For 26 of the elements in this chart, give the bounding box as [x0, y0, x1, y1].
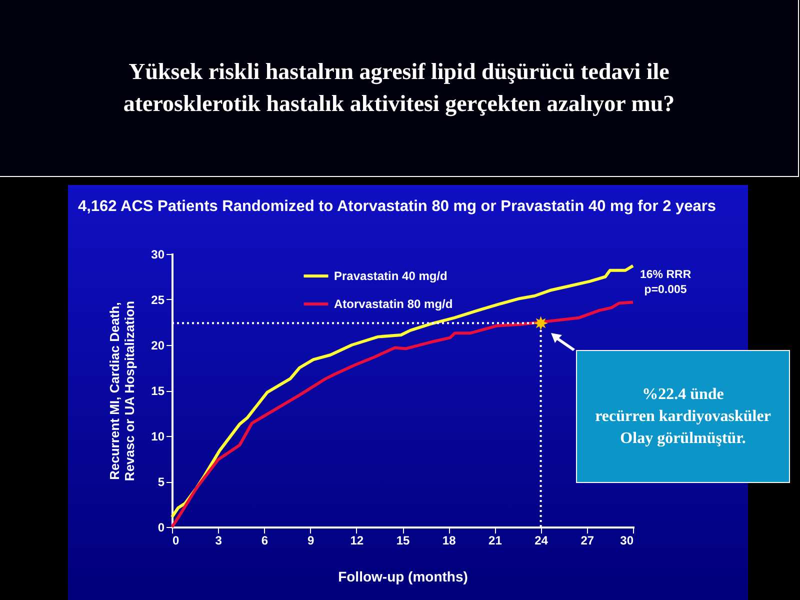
x-tick-label: 3 — [215, 534, 222, 548]
y-tick-label: 10 — [151, 430, 165, 444]
chart-subtitle: 4,162 ACS Patients Randomized to Atorvastatin 80 mg or Pravastatin 40 mg for 2 years — [78, 198, 716, 216]
y-tick-label: 25 — [151, 293, 165, 307]
x-tick-label: 6 — [261, 534, 268, 548]
x-tick-label: 24 — [534, 534, 548, 548]
y-axis-title: Recurrent MI, Cardiac Death, Revasc or UA Hospitalization — [107, 300, 138, 482]
legend-label: Pravastatin 40 mg/d — [334, 269, 448, 283]
chart-title: Yüksek riskli hastalrın agresif lipid düşürücü tedavi ile aterosklerotik hastalık aktivitesi gerçekten azalıyor mu? — [0, 0, 799, 177]
x-tick-label: 15 — [396, 534, 410, 548]
x-tick-label: 12 — [350, 534, 364, 548]
legend-label: Atorvastatin 80 mg/d — [334, 297, 453, 311]
text: 16% RRR p=0.005 — [640, 268, 692, 298]
x-tick-label: 27 — [580, 534, 594, 548]
x-tick-label: 21 — [488, 534, 502, 548]
x-tick-label: 0 — [172, 534, 180, 548]
callout-box: %22.4 ünde recürren kardiyovasküler Olay görülmüştür. — [576, 350, 790, 483]
x-tick-label: 9 — [307, 534, 314, 548]
y-tick-label: 5 — [158, 475, 165, 489]
y-tick-label: 20 — [151, 338, 165, 352]
x-tick-label: 30 — [620, 534, 634, 548]
y-tick-label: 15 — [151, 384, 165, 398]
x-tick-label: 18 — [442, 534, 456, 548]
y-tick-label: 30 — [151, 248, 165, 262]
x-axis-title: Follow-up (months) — [338, 568, 468, 584]
y-tick-label: 0 — [158, 520, 165, 534]
